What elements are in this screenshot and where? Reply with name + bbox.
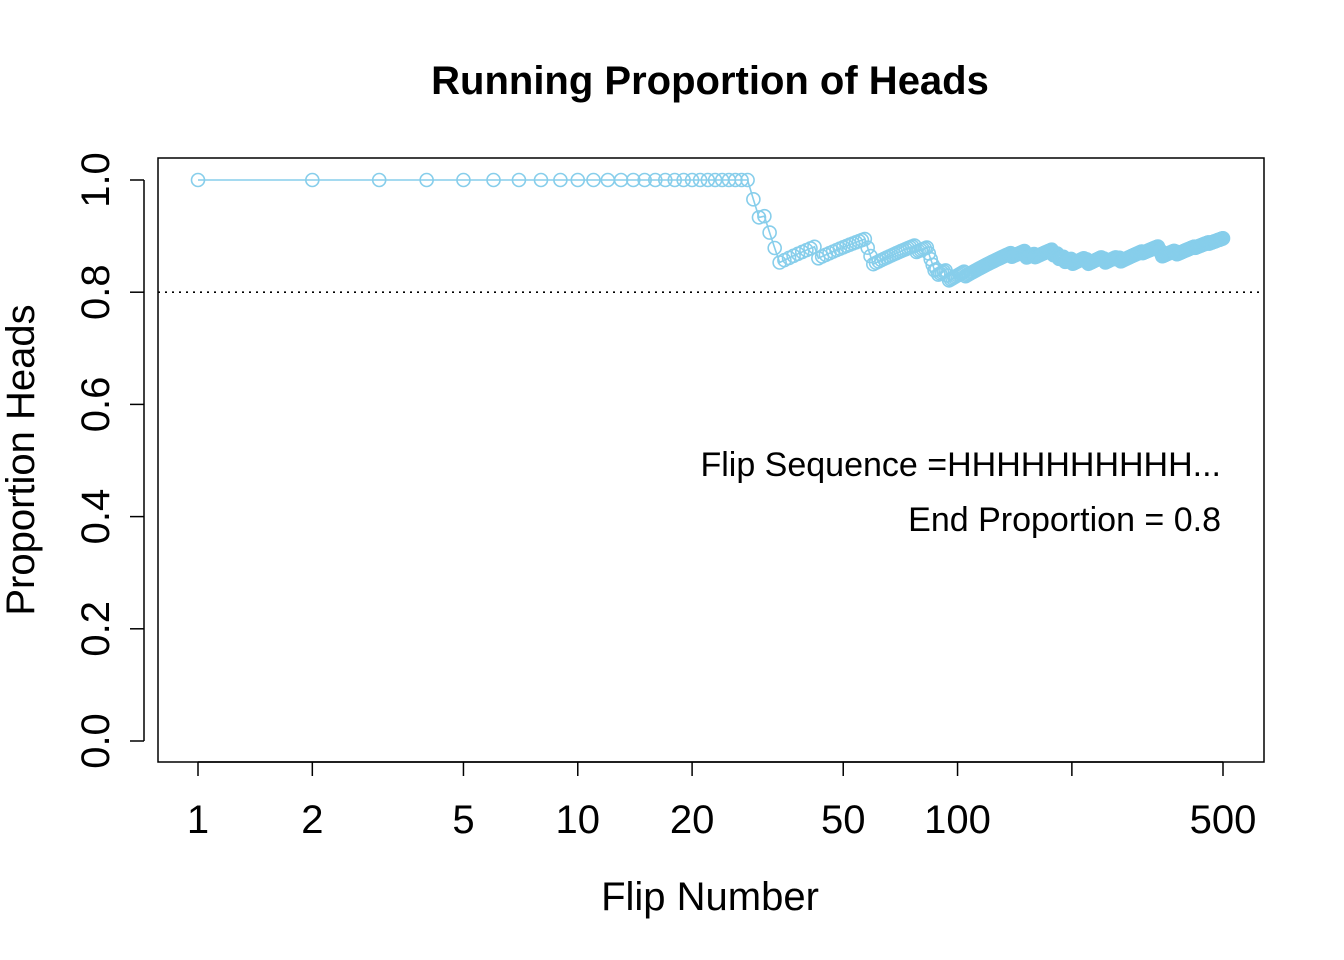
data-point <box>371 172 387 188</box>
data-point <box>667 172 683 188</box>
data-point <box>419 172 434 188</box>
y-tick-label: 0.8 <box>74 264 118 320</box>
x-tick-label: 2 <box>301 798 323 842</box>
data-point <box>860 240 876 256</box>
data-point <box>684 172 700 188</box>
chart-title: Running Proportion of Heads <box>431 59 989 103</box>
data-point <box>676 172 691 188</box>
data-point <box>740 172 755 188</box>
y-tick-label: 0.6 <box>74 377 118 433</box>
x-tick-label: 1 <box>187 798 209 842</box>
y-tick-label: 0.4 <box>74 489 118 545</box>
data-point <box>657 172 673 188</box>
y-tick-label: 0.0 <box>74 713 118 769</box>
data-point <box>757 208 772 224</box>
data-point <box>511 172 527 188</box>
series-group <box>190 172 1231 288</box>
data-point <box>746 192 761 207</box>
data-point <box>700 172 716 188</box>
y-axis-label: Proportion Heads <box>0 304 43 615</box>
annotation-end-proportion: End Proportion = 0.8 <box>908 501 1221 539</box>
data-point <box>767 240 782 256</box>
x-tick-label: 50 <box>821 798 866 842</box>
data-point <box>647 172 663 188</box>
x-tick-label: 10 <box>556 798 601 842</box>
y-tick-label: 1.0 <box>74 152 118 208</box>
y-axis: 0.0 0.2 0.4 0.6 0.8 1.0 <box>74 152 145 769</box>
x-axis: 1 2 5 10 20 50 100 500 <box>187 761 1257 842</box>
data-point <box>857 231 873 247</box>
data-point <box>692 172 708 188</box>
data-point <box>486 172 501 188</box>
data-point <box>553 172 568 188</box>
x-tick-label: 20 <box>670 798 715 842</box>
data-point <box>305 172 320 188</box>
data-point <box>762 225 777 240</box>
data-point <box>586 172 601 188</box>
y-tick-label: 0.2 <box>74 601 118 657</box>
x-tick-label: 500 <box>1190 798 1257 842</box>
data-point <box>751 210 767 225</box>
data-point <box>456 172 471 188</box>
data-point <box>190 172 206 188</box>
x-tick-label: 5 <box>452 798 474 842</box>
annotation-flip-sequence: Flip Sequence =HHHHHHHHHH... <box>700 446 1221 484</box>
data-point <box>625 172 641 188</box>
data-point <box>1215 231 1231 246</box>
data-point <box>637 172 652 188</box>
data-point <box>570 172 586 188</box>
data-point <box>533 172 549 188</box>
data-point <box>734 172 749 188</box>
x-axis-label: Flip Number <box>601 875 819 919</box>
x-tick-label: 100 <box>924 798 991 842</box>
